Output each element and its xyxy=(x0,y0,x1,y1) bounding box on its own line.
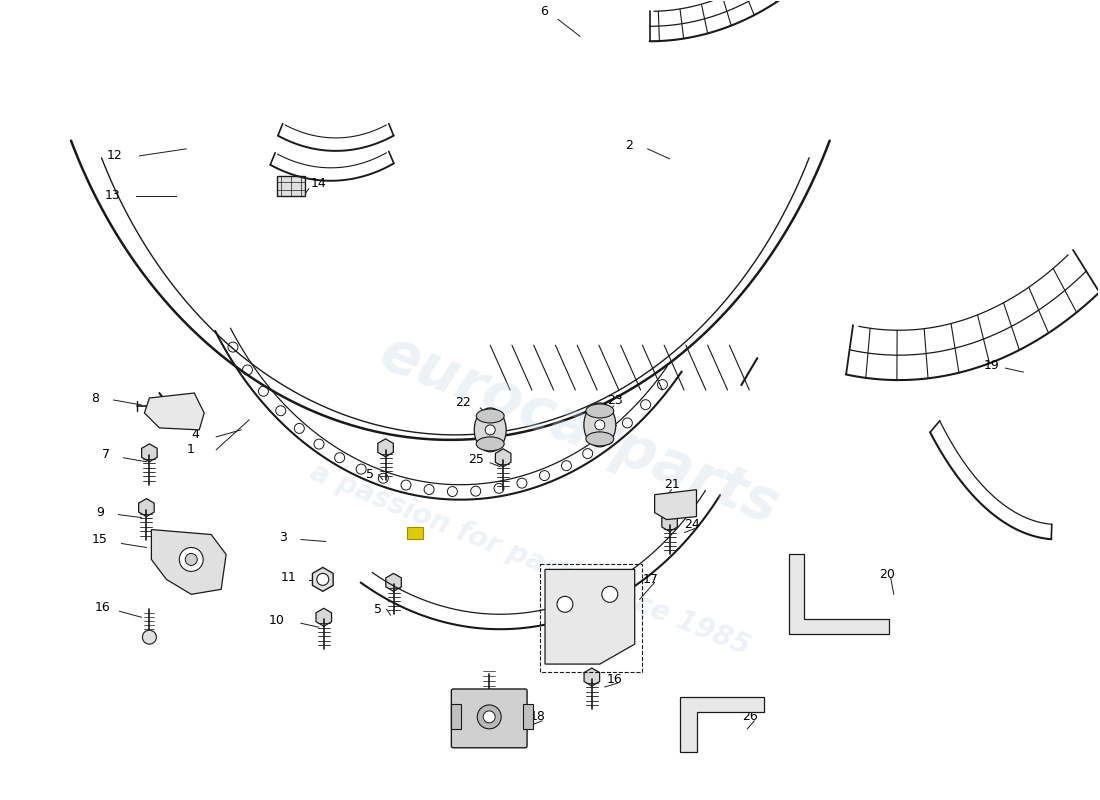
Text: 10: 10 xyxy=(270,614,285,626)
Circle shape xyxy=(602,586,618,602)
Text: 12: 12 xyxy=(107,150,122,162)
Bar xyxy=(540,565,641,672)
Circle shape xyxy=(485,425,495,435)
Polygon shape xyxy=(142,444,157,462)
Ellipse shape xyxy=(586,432,614,446)
Polygon shape xyxy=(312,567,333,591)
Circle shape xyxy=(317,574,329,586)
Text: 22: 22 xyxy=(455,397,471,410)
Text: 16: 16 xyxy=(95,601,110,614)
Ellipse shape xyxy=(474,408,506,452)
Polygon shape xyxy=(662,514,678,531)
Text: 11: 11 xyxy=(280,571,297,584)
Text: 3: 3 xyxy=(279,531,287,544)
Polygon shape xyxy=(386,574,402,591)
Bar xyxy=(277,176,305,196)
Bar xyxy=(407,526,424,538)
Text: 21: 21 xyxy=(664,478,681,491)
Polygon shape xyxy=(584,668,600,686)
Text: 5: 5 xyxy=(374,602,382,616)
Text: 23: 23 xyxy=(607,394,623,406)
Text: 24: 24 xyxy=(684,518,701,531)
Text: 6: 6 xyxy=(540,5,548,18)
Ellipse shape xyxy=(584,403,616,447)
Text: 25: 25 xyxy=(469,454,484,466)
Circle shape xyxy=(557,596,573,612)
Polygon shape xyxy=(495,449,510,466)
Text: 15: 15 xyxy=(91,533,108,546)
Text: 20: 20 xyxy=(879,568,894,581)
Polygon shape xyxy=(152,530,227,594)
Polygon shape xyxy=(139,498,154,517)
Text: 14: 14 xyxy=(311,178,327,190)
Circle shape xyxy=(477,705,502,729)
Text: 1: 1 xyxy=(186,443,194,456)
Polygon shape xyxy=(654,490,696,519)
Bar xyxy=(451,704,461,729)
Circle shape xyxy=(595,420,605,430)
Bar xyxy=(524,704,534,729)
Polygon shape xyxy=(316,608,331,626)
Text: 8: 8 xyxy=(91,391,100,405)
Text: 5: 5 xyxy=(365,468,374,482)
Circle shape xyxy=(142,630,156,644)
Text: 26: 26 xyxy=(742,710,758,723)
Text: 17: 17 xyxy=(642,573,659,586)
Text: 4: 4 xyxy=(191,428,199,442)
Polygon shape xyxy=(680,697,764,752)
Circle shape xyxy=(185,554,197,566)
Text: 18: 18 xyxy=(530,710,546,723)
Ellipse shape xyxy=(476,437,504,451)
Polygon shape xyxy=(144,393,205,430)
Polygon shape xyxy=(377,439,394,457)
Text: 19: 19 xyxy=(983,358,999,372)
Text: 9: 9 xyxy=(97,506,104,519)
Text: 16: 16 xyxy=(607,673,623,686)
Circle shape xyxy=(483,711,495,723)
Text: 13: 13 xyxy=(104,190,120,202)
Ellipse shape xyxy=(586,404,614,418)
Text: 7: 7 xyxy=(101,448,110,462)
FancyBboxPatch shape xyxy=(451,689,527,748)
Text: a passion for parts since 1985: a passion for parts since 1985 xyxy=(306,458,755,661)
Polygon shape xyxy=(544,570,635,664)
Text: eurocarparts: eurocarparts xyxy=(372,324,788,536)
Circle shape xyxy=(179,547,204,571)
Ellipse shape xyxy=(476,409,504,423)
Text: 2: 2 xyxy=(625,139,632,152)
Polygon shape xyxy=(789,554,889,634)
